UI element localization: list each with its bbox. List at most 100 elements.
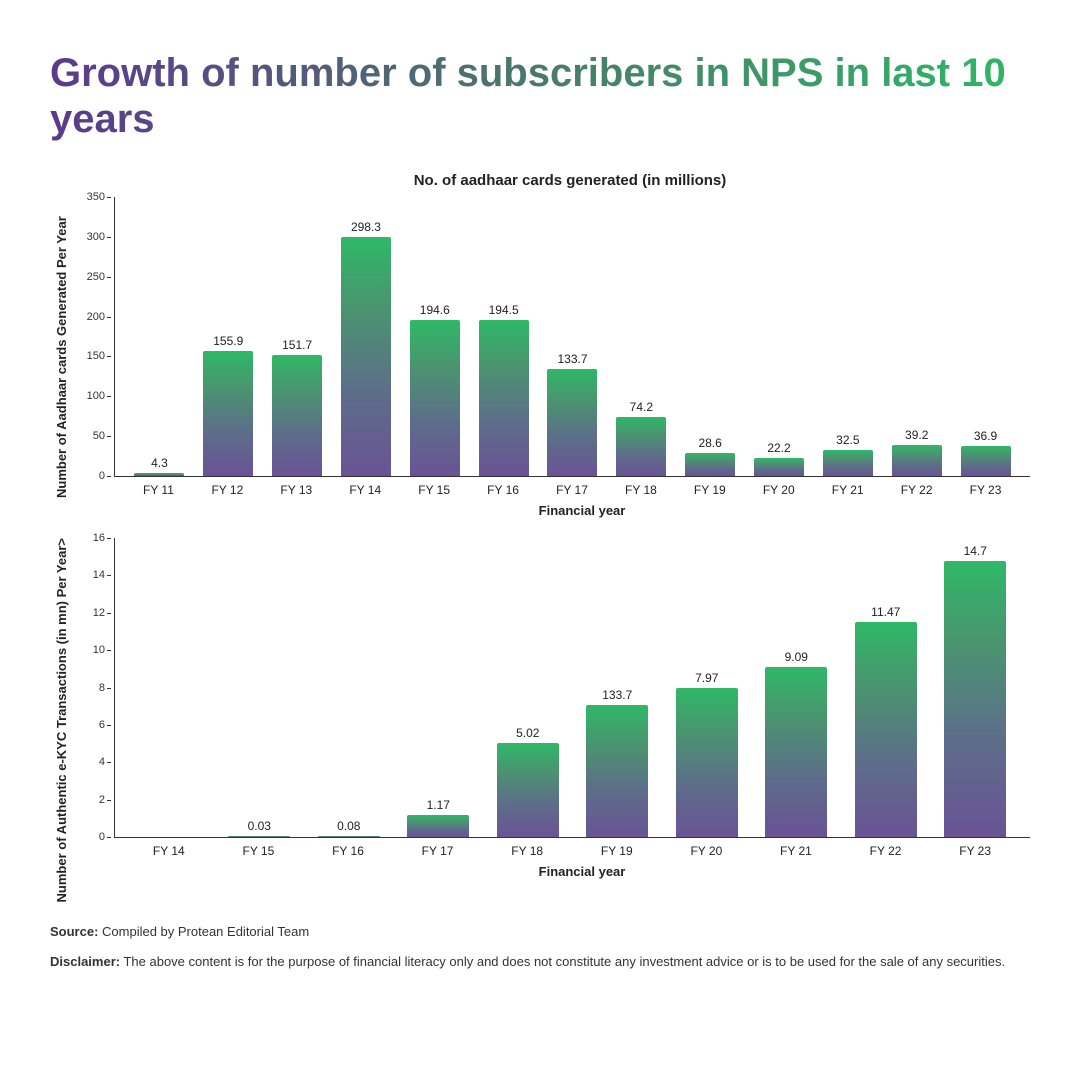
bar [855, 622, 917, 837]
bar-column: 298.3 [341, 197, 391, 476]
bar-column: 9.09 [765, 538, 827, 837]
y-tick: 50 [75, 430, 105, 442]
x-tick-label: FY 22 [855, 844, 917, 858]
x-tick-label: FY 17 [407, 844, 469, 858]
x-tick-label: FY 19 [586, 844, 648, 858]
bar-column [139, 538, 201, 837]
bar-column: 32.5 [823, 197, 873, 476]
x-tick-label: FY 18 [616, 483, 666, 497]
bar-value-label: 133.7 [602, 688, 632, 702]
bar-column: 133.7 [547, 197, 597, 476]
bar-column: 5.02 [497, 538, 559, 837]
bar [586, 705, 648, 837]
bar-column: 28.6 [685, 197, 735, 476]
bar [961, 446, 1011, 476]
bar-column: 194.5 [479, 197, 529, 476]
x-tick-label: FY 14 [138, 844, 200, 858]
bar [341, 237, 391, 476]
x-tick-label: FY 16 [317, 844, 379, 858]
bar [497, 743, 559, 837]
bar [407, 815, 469, 837]
bar [765, 667, 827, 837]
bar-column: 0.03 [228, 538, 290, 837]
x-tick-label: FY 20 [754, 483, 804, 497]
bar-column: 155.9 [203, 197, 253, 476]
bar-column: 7.97 [676, 538, 738, 837]
x-tick-label: FY 17 [547, 483, 597, 497]
x-tick-label: FY 23 [961, 483, 1011, 497]
y-tick: 0 [75, 831, 105, 843]
bar-column: 22.2 [754, 197, 804, 476]
x-tick-label: FY 13 [271, 483, 321, 497]
x-tick-label: FY 23 [944, 844, 1006, 858]
bar [676, 688, 738, 837]
bar-column: 0.08 [318, 538, 380, 837]
chart1-plot-area: 050100150200250300350 4.3155.9151.7298.3… [114, 197, 1030, 477]
bar-column: 14.7 [944, 538, 1006, 837]
bar [410, 320, 460, 476]
bar-column: 36.9 [961, 197, 1011, 476]
bar-value-label: 11.47 [871, 605, 900, 619]
bar-column: 39.2 [892, 197, 942, 476]
x-tick-label: FY 19 [685, 483, 735, 497]
bar-value-label: 155.9 [213, 334, 243, 348]
bar-value-label: 7.97 [695, 671, 718, 685]
bar [823, 450, 873, 476]
bar [616, 417, 666, 476]
bar [547, 369, 597, 476]
bar-value-label: 194.6 [420, 303, 450, 317]
page-title: Growth of number of subscribers in NPS i… [50, 50, 1030, 142]
chart2-ylabel: Number of Authentic e-KYC Transactions (… [50, 538, 74, 902]
y-tick: 4 [75, 756, 105, 768]
x-tick-label: FY 11 [133, 483, 183, 497]
bar-value-label: 9.09 [785, 650, 808, 664]
bar-column: 11.47 [855, 538, 917, 837]
bar-column: 74.2 [616, 197, 666, 476]
y-tick: 8 [75, 682, 105, 694]
bar-value-label: 22.2 [767, 441, 790, 455]
bar-column: 194.6 [410, 197, 460, 476]
disclaimer-label: Disclaimer: [50, 954, 120, 969]
bar [272, 355, 322, 476]
chart-ekyc: Number of Authentic e-KYC Transactions (… [50, 538, 1030, 902]
bar-column: 151.7 [272, 197, 322, 476]
chart-aadhaar: No. of aadhaar cards generated (in milli… [50, 172, 1030, 518]
y-tick: 0 [75, 470, 105, 482]
bar [134, 473, 184, 476]
bar-value-label: 1.17 [427, 798, 450, 812]
y-tick: 12 [75, 607, 105, 619]
x-tick-label: FY 18 [496, 844, 558, 858]
bar-value-label: 133.7 [557, 352, 587, 366]
x-tick-label: FY 16 [478, 483, 528, 497]
y-tick: 6 [75, 719, 105, 731]
y-tick: 300 [75, 231, 105, 243]
bar-column: 4.3 [134, 197, 184, 476]
y-tick: 150 [75, 350, 105, 362]
bar [318, 836, 380, 838]
x-tick-label: FY 20 [675, 844, 737, 858]
y-tick: 14 [75, 569, 105, 581]
bar [685, 453, 735, 476]
bar-value-label: 0.08 [337, 819, 360, 833]
bar-value-label: 151.7 [282, 338, 312, 352]
chart2-plot-area: 0246810121416 0.030.081.175.02133.77.979… [114, 538, 1030, 838]
bar-value-label: 5.02 [516, 726, 539, 740]
bar-value-label: 14.7 [964, 544, 987, 558]
chart2-xlabel: Financial year [134, 864, 1030, 879]
y-tick: 2 [75, 794, 105, 806]
bar-value-label: 32.5 [836, 433, 859, 447]
bar-column: 133.7 [586, 538, 648, 837]
source-text: Compiled by Protean Editorial Team [98, 924, 309, 939]
y-tick: 350 [75, 191, 105, 203]
bar-value-label: 4.3 [151, 456, 168, 470]
chart1-xlabel: Financial year [134, 503, 1030, 518]
bar [228, 836, 290, 837]
y-tick: 200 [75, 311, 105, 323]
disclaimer-text: The above content is for the purpose of … [120, 954, 1005, 969]
chart1-ylabel: Number of Aadhaar cards Generated Per Ye… [50, 197, 74, 518]
bar-value-label: 74.2 [630, 400, 653, 414]
y-tick: 10 [75, 644, 105, 656]
footer: Source: Compiled by Protean Editorial Te… [50, 922, 1030, 971]
bar [754, 458, 804, 476]
bar [479, 320, 529, 476]
